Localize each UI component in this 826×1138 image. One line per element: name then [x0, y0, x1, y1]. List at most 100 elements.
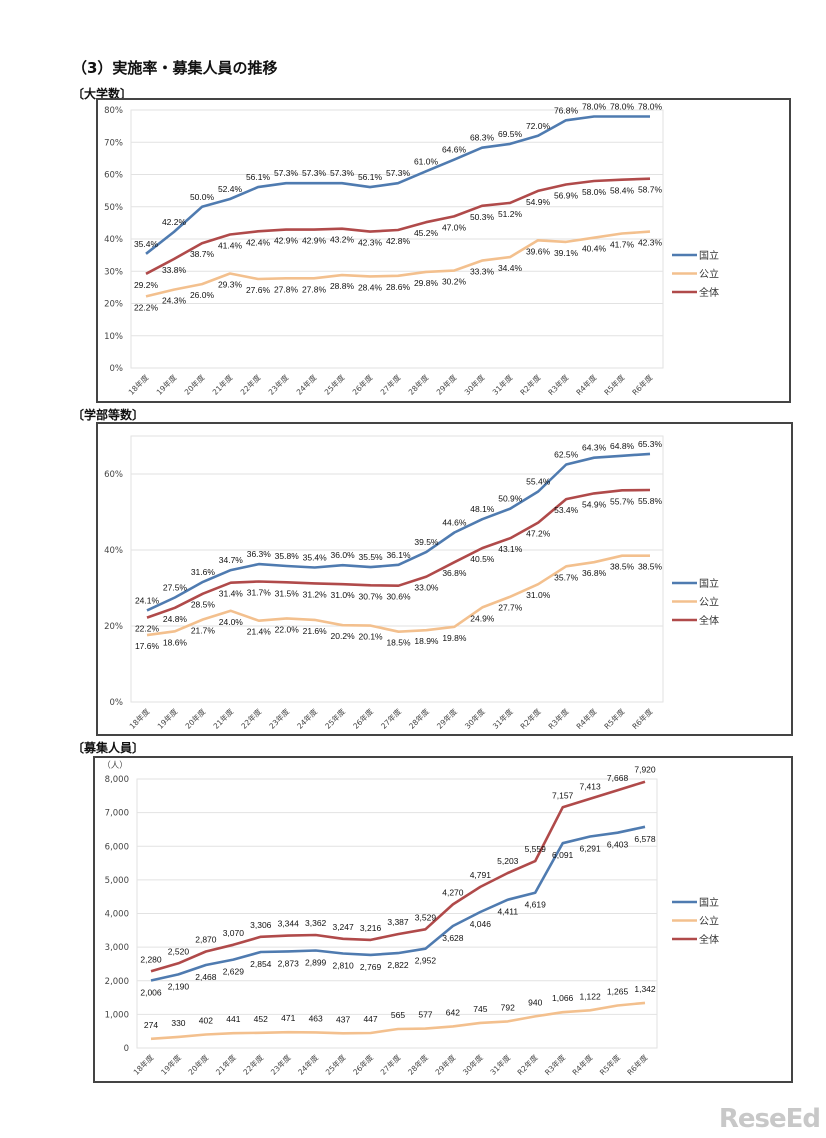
data-label: 78.0% [638, 101, 663, 111]
y-tick-label: 40% [104, 546, 123, 556]
data-label: 40.4% [582, 244, 607, 254]
data-label: 36.3% [247, 549, 272, 559]
data-label: 19.8% [442, 633, 467, 643]
data-label: 5,559 [525, 844, 547, 854]
data-label: 940 [528, 997, 542, 1007]
series-line-国立 [145, 115, 650, 255]
data-label: 55.8% [638, 496, 663, 506]
y-tick-label: 5,000 [105, 876, 129, 886]
page-title: （3）実施率・募集人員の推移 [72, 59, 278, 77]
data-label: 2,280 [140, 954, 162, 964]
data-label: 4,619 [525, 900, 547, 910]
data-label: 38.7% [190, 249, 215, 259]
data-label: 41.4% [218, 240, 243, 250]
data-label: 18.5% [386, 638, 411, 648]
y-tick-label: 40% [104, 235, 123, 245]
data-label: 57.3% [302, 168, 327, 178]
data-label: 51.2% [498, 209, 523, 219]
data-label: 7,920 [634, 765, 656, 775]
data-label: 437 [336, 1014, 350, 1024]
y-axis-unit: （人） [102, 760, 128, 771]
data-label: 47.0% [442, 222, 467, 232]
data-label: 28.4% [358, 282, 383, 292]
data-label: 76.8% [554, 105, 579, 115]
data-label: 2,822 [387, 960, 409, 970]
data-label: 4,046 [470, 919, 492, 929]
data-label: 72.0% [526, 121, 551, 131]
data-label: 2,769 [360, 962, 382, 972]
data-label: 29.2% [134, 280, 159, 290]
data-label: 471 [281, 1013, 295, 1023]
data-label: 29.8% [414, 278, 439, 288]
data-label: 4,270 [442, 887, 464, 897]
data-label: 24.0% [219, 617, 244, 627]
data-label: 745 [473, 1004, 487, 1014]
data-label: 42.9% [274, 236, 299, 246]
data-label: 1,066 [552, 993, 574, 1003]
legend-label: 国立 [699, 896, 719, 909]
data-label: 56.9% [554, 190, 579, 200]
data-label: 24.1% [135, 595, 160, 605]
data-label: 24.9% [470, 613, 495, 623]
data-label: 35.7% [554, 572, 579, 582]
data-label: 24.8% [163, 614, 188, 624]
legend-label: 全体 [699, 614, 719, 627]
data-label: 43.1% [498, 544, 523, 554]
data-label: 56.1% [246, 172, 271, 182]
y-tick-label: 2,000 [105, 977, 129, 987]
data-label: 28.6% [386, 282, 411, 292]
data-label: 50.9% [498, 494, 523, 504]
data-label: 58.4% [610, 186, 635, 196]
data-label: 40.5% [470, 554, 495, 564]
data-label: 452 [254, 1014, 268, 1024]
data-label: 27.6% [246, 285, 271, 295]
data-label: 30.2% [442, 277, 467, 287]
data-label: 64.6% [442, 145, 467, 155]
legend-label: 全体 [699, 933, 719, 946]
data-label: 57.3% [274, 168, 299, 178]
data-label: 39.6% [526, 246, 551, 256]
data-label: 36.8% [442, 568, 467, 578]
data-label: 38.5% [638, 562, 663, 572]
data-label: 39.1% [554, 248, 579, 258]
data-label: 21.6% [303, 626, 328, 636]
chart-3: 0 1,000 2,000 3,000 4,000 5,000 6,000 7,000 8,00… [93, 756, 793, 1083]
y-tick-label: 50% [104, 203, 123, 213]
data-label: 2,006 [140, 988, 162, 998]
resed-logo: ReseEd [718, 1104, 821, 1134]
data-label: 2,629 [223, 967, 245, 977]
data-label: 21.7% [191, 626, 216, 636]
data-label: 7,413 [579, 782, 601, 792]
data-label: 48.1% [470, 504, 495, 514]
data-label: 55.7% [610, 496, 635, 506]
series-line-公立 [146, 554, 650, 637]
data-label: 50.0% [190, 192, 215, 202]
data-label: 6,403 [607, 840, 629, 850]
section-label-enrollment: 〔募集人員〕 [72, 741, 145, 755]
chart-2: 0%20%40%60%18年度 19年度 20年度 21年度 22年度 23年度 24年度 2… [96, 422, 793, 736]
data-label: 54.9% [526, 197, 551, 207]
data-label: 64.3% [582, 443, 607, 453]
data-label: 47.2% [526, 529, 551, 539]
data-label: 58.7% [638, 185, 663, 195]
data-label: 3,362 [305, 918, 327, 928]
data-label: 35.5% [359, 552, 384, 562]
data-label: 24.3% [162, 296, 187, 306]
data-label: 1,342 [634, 984, 656, 994]
data-label: 565 [391, 1010, 405, 1020]
data-label: 2,468 [195, 972, 217, 982]
data-label: 3,387 [387, 917, 409, 927]
data-label: 2,899 [305, 958, 327, 968]
section-label-faculties: 〔学部等数〕 [72, 408, 145, 422]
data-label: 2,190 [168, 981, 190, 991]
y-tick-label: 60% [104, 171, 123, 181]
data-label: 57.3% [386, 168, 411, 178]
data-label: 78.0% [582, 101, 607, 111]
data-label: 31.0% [331, 590, 356, 600]
data-label: 26.0% [190, 290, 215, 300]
legend-label: 公立 [699, 596, 719, 609]
data-label: 1,265 [607, 986, 629, 996]
data-label: 330 [171, 1018, 185, 1028]
data-label: 42.3% [358, 238, 383, 248]
